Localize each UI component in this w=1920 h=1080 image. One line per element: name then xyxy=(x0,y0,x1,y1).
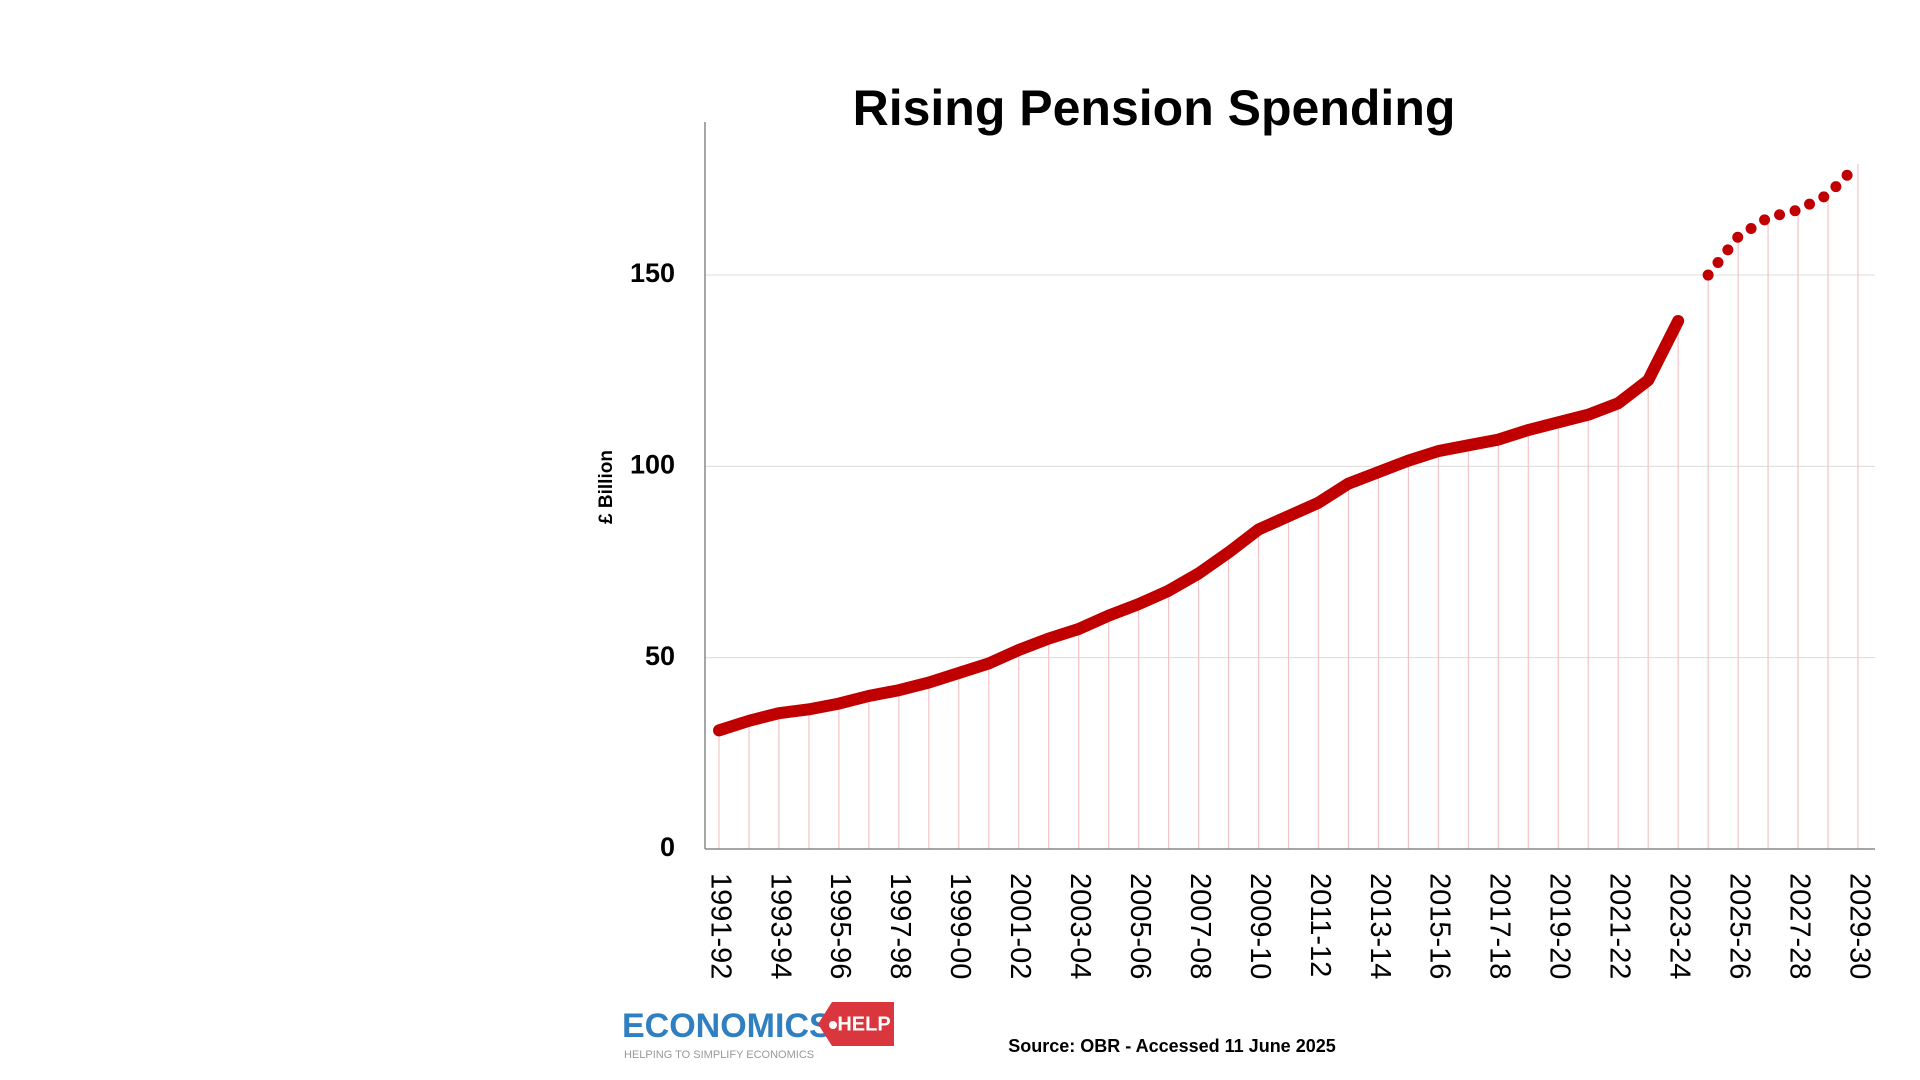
logo-tagline: HELPING TO SIMPLIFY ECONOMICS xyxy=(624,1049,814,1061)
chart-title: Rising Pension Spending xyxy=(853,80,1456,136)
data-line xyxy=(1702,158,1864,281)
x-tick-label: 2021-22 xyxy=(1604,873,1636,979)
logo-name: ECONOMICS xyxy=(622,1007,832,1045)
y-axis-label: £ Billion xyxy=(596,450,617,524)
x-tick-label: 2009-10 xyxy=(1244,873,1276,979)
x-tick-label: 2007-08 xyxy=(1184,873,1216,979)
x-tick-label: 2029-30 xyxy=(1843,873,1875,979)
x-tick-label: 2011-12 xyxy=(1304,873,1336,977)
y-tick-label: 150 xyxy=(630,258,675,288)
source-note: Source: OBR - Accessed 11 June 2025 xyxy=(1008,1036,1336,1056)
x-tick-label: 1997-98 xyxy=(884,873,916,979)
y-tick-label: 100 xyxy=(630,449,675,479)
logo: ECONOMICS HELP HELPING TO SIMPLIFY ECONO… xyxy=(622,1002,894,1061)
x-tick-label: 1993-94 xyxy=(764,873,796,979)
x-tick-label: 2017-18 xyxy=(1484,873,1516,979)
x-tick-label: 1991-92 xyxy=(704,873,736,979)
x-tick-label: 2025-26 xyxy=(1723,873,1755,979)
x-tick-label: 2003-04 xyxy=(1064,873,1096,979)
logo-badge: HELP xyxy=(837,1013,890,1035)
x-tick-label: 2015-16 xyxy=(1424,873,1456,979)
y-tick-label: 50 xyxy=(645,641,675,671)
x-tick-label: 2027-28 xyxy=(1783,873,1815,979)
x-tick-label: 2023-24 xyxy=(1664,873,1696,979)
x-tick-label: 2013-14 xyxy=(1364,873,1396,979)
x-tick-label: 2001-02 xyxy=(1004,873,1036,979)
y-tick-label: 0 xyxy=(660,832,675,862)
x-tick-label: 1995-96 xyxy=(824,873,856,979)
logo-tag xyxy=(818,1002,894,1046)
data-line xyxy=(713,314,1685,737)
x-tick-label: 1999-00 xyxy=(944,873,976,979)
logo-tag-hole xyxy=(829,1021,837,1029)
x-tick-label: 2019-20 xyxy=(1544,873,1576,979)
x-tick-label: 2005-06 xyxy=(1124,873,1156,979)
